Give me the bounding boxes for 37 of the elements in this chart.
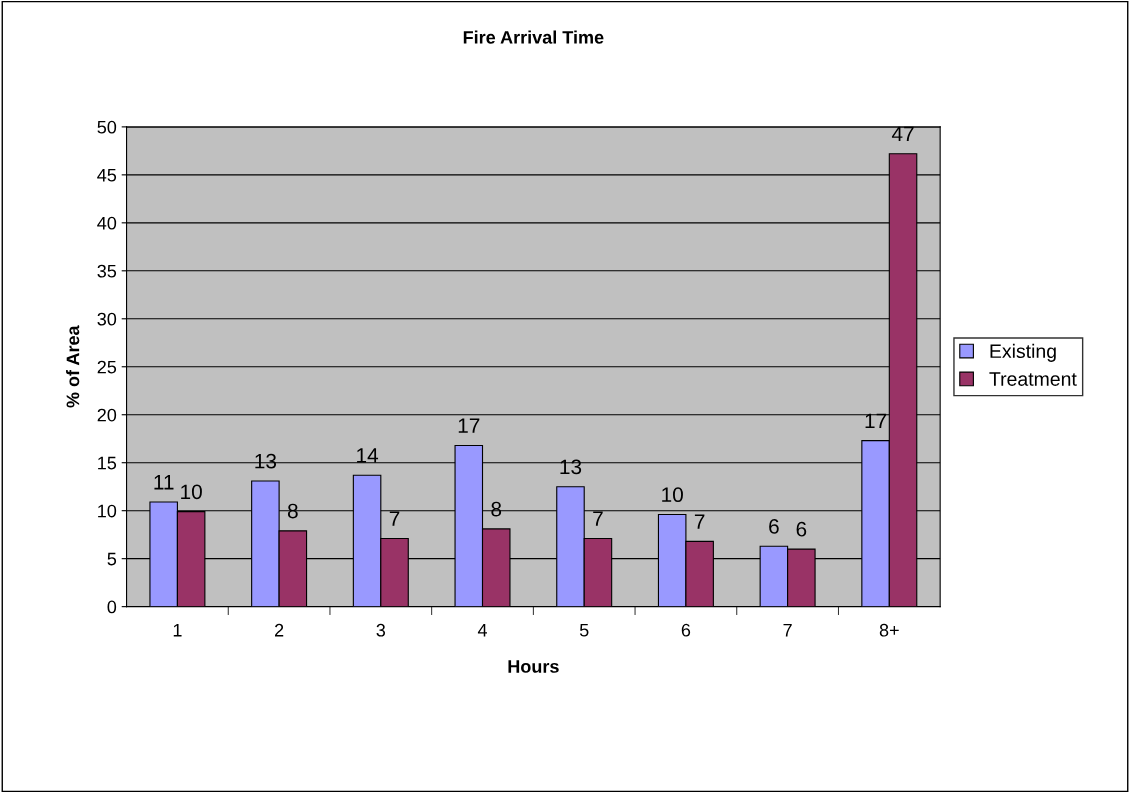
- data-label: 10: [662, 487, 683, 503]
- x-tick-label: 3: [376, 623, 386, 637]
- chart-title: Fire Arrival Time: [463, 30, 604, 44]
- y-tick-label: 50: [97, 120, 117, 134]
- data-label: 14: [357, 448, 379, 463]
- data-label: 11: [154, 475, 174, 490]
- data-label: 10: [181, 484, 202, 500]
- legend-label: Existing: [990, 343, 1056, 362]
- data-label: 6: [796, 521, 807, 537]
- legend-label: Treatment: [989, 372, 1077, 386]
- data-label: 7: [694, 514, 705, 529]
- x-tick-label: 4: [477, 623, 487, 637]
- data-label: 47: [891, 126, 914, 142]
- y-tick-label: 5: [107, 552, 117, 566]
- y-tick-label: 20: [97, 408, 117, 422]
- data-label: 17: [458, 418, 480, 433]
- x-tick-label: 6: [681, 623, 691, 637]
- y-tick-label: 45: [97, 168, 117, 182]
- data-label: 13: [560, 459, 582, 475]
- y-tick-label: 25: [97, 360, 117, 374]
- y-tick-label: 10: [98, 504, 117, 518]
- y-tick-label: 35: [97, 264, 117, 278]
- y-tick-label: 15: [98, 456, 117, 470]
- data-label: 7: [593, 511, 603, 526]
- x-tick-label: 1: [173, 623, 182, 637]
- x-tick-label: 8+: [879, 623, 899, 637]
- data-label: 7: [389, 511, 400, 526]
- data-label: 6: [769, 518, 779, 534]
- x-tick-label: 2: [275, 623, 284, 637]
- y-tick-label: 30: [97, 312, 117, 326]
- y-tick-label: 40: [97, 216, 117, 230]
- y-axis-title: % of Area: [66, 325, 80, 408]
- x-tick-label: 5: [579, 623, 589, 637]
- x-tick-label: 7: [783, 623, 792, 637]
- y-tick-label: 0: [107, 600, 117, 614]
- data-label: 17: [865, 413, 887, 428]
- x-axis-title: Hours: [508, 660, 559, 673]
